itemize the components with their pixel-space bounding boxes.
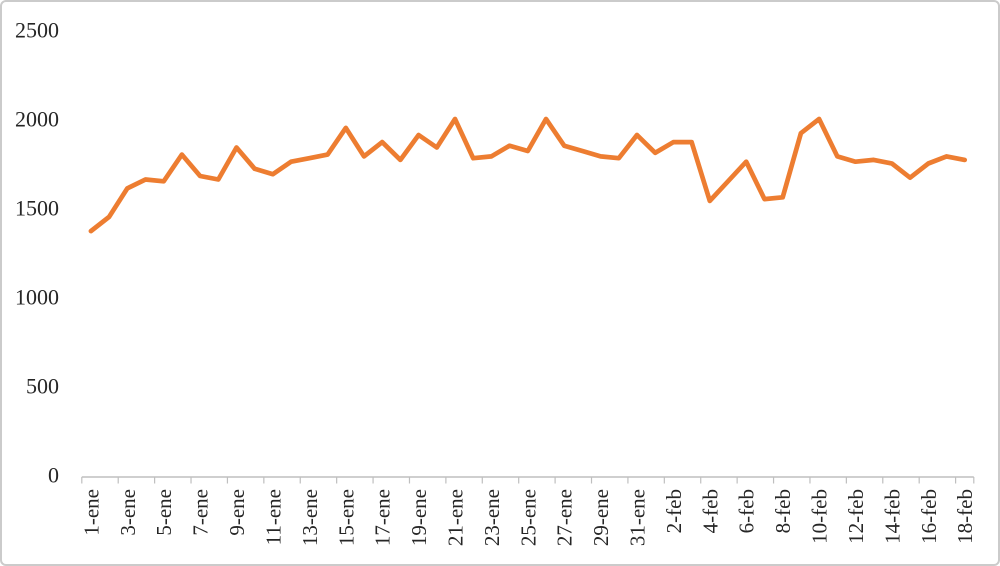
data-line-series: [88, 116, 968, 234]
x-tick-label: 14-feb: [880, 489, 904, 544]
x-tick-label: 21-ene: [443, 489, 467, 546]
x-tick-label: 27-ene: [553, 489, 577, 546]
x-tick-label: 15-ene: [334, 489, 358, 546]
x-tick-label: 9-ene: [225, 489, 249, 536]
x-tick-label: 6-feb: [735, 489, 759, 533]
x-tick-label: 10-feb: [808, 489, 832, 544]
y-tick-label: 2500: [15, 18, 59, 43]
x-tick-label: 31-ene: [626, 489, 650, 546]
x-tick-label: 25-ene: [516, 489, 540, 546]
x-tick-label: 17-ene: [371, 489, 395, 546]
x-tick-label: 5-ene: [152, 489, 176, 536]
x-tick-label: 23-ene: [480, 489, 504, 546]
x-tick-label: 16-feb: [917, 489, 941, 544]
x-tick-label: 19-ene: [407, 489, 431, 546]
x-tick-label: 13-ene: [298, 489, 322, 546]
x-tick-label: 29-ene: [589, 489, 613, 546]
x-tick-label: 7-ene: [189, 489, 213, 536]
x-tick-label: 8-feb: [771, 489, 795, 533]
x-tick-label: 18-feb: [953, 489, 977, 544]
x-tick-label: 3-ene: [116, 489, 140, 536]
y-tick-label: 1000: [15, 285, 59, 310]
y-tick-label: 2000: [15, 107, 59, 132]
x-tick-label: 1-ene: [79, 489, 103, 536]
x-tick-label: 12-feb: [844, 489, 868, 544]
x-tick-label: 2-feb: [662, 489, 686, 533]
x-tick-label: 4-feb: [698, 489, 722, 533]
x-tick-label: 11-ene: [261, 489, 285, 545]
y-tick-label: 0: [48, 463, 59, 488]
y-tick-label: 1500: [15, 196, 59, 221]
y-tick-label: 500: [26, 374, 59, 399]
